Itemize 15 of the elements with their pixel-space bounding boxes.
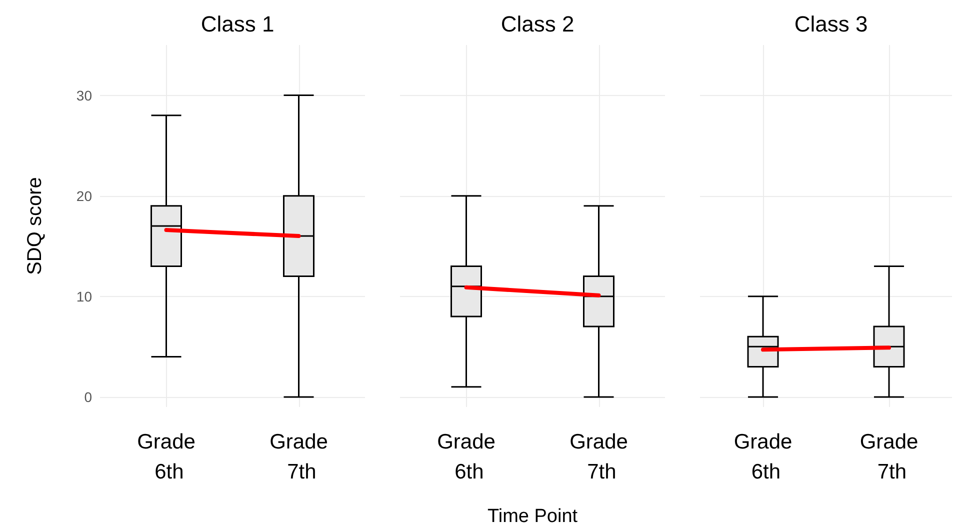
x-axis-title: Time Point (487, 506, 578, 527)
y-tick-label: 20 (76, 188, 92, 204)
y-axis-title: SDQ score (24, 177, 46, 275)
x-tick-label: Grade 7th (570, 430, 628, 484)
x-tick-label: Grade 6th (734, 430, 792, 484)
x-tick-label: Grade 6th (137, 430, 196, 484)
chart-title: Class 3 (794, 12, 868, 36)
y-tick-label: 10 (76, 288, 92, 304)
x-tick-label: Grade 6th (437, 430, 496, 484)
x-tick-label: Grade 7th (270, 430, 328, 484)
x-tick-label: Grade 7th (860, 430, 918, 484)
chart-title: Class 1 (200, 12, 274, 36)
y-tick-label: 0 (84, 388, 92, 405)
y-tick-label: 30 (76, 87, 92, 104)
chart-title: Class 2 (500, 12, 574, 36)
